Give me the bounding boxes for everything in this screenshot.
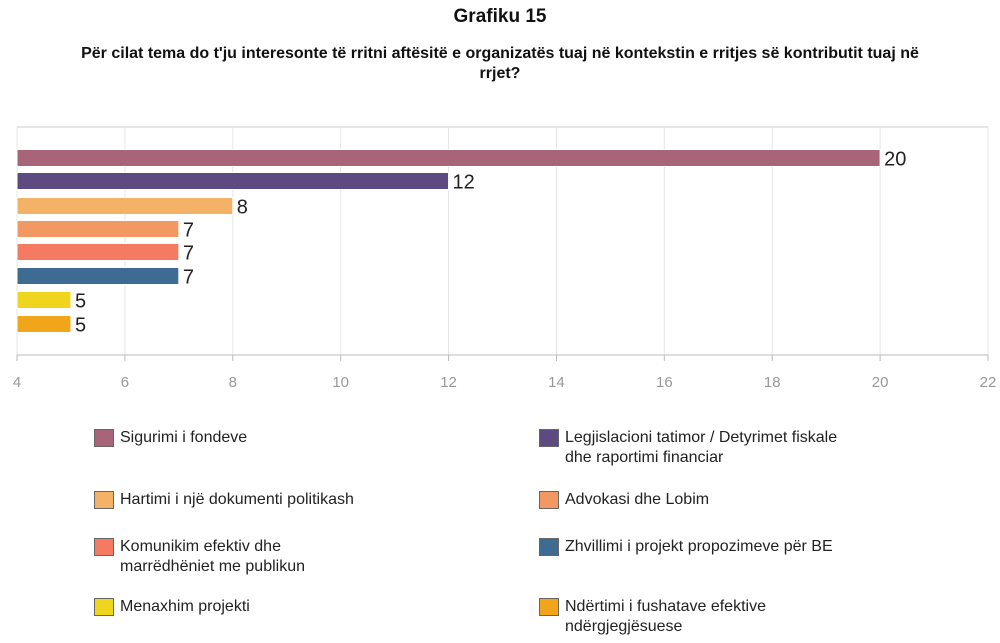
x-tick-label: 8: [229, 374, 237, 391]
value-label: 5: [75, 290, 86, 312]
legend-swatch: [539, 429, 559, 447]
value-label: 8: [237, 196, 248, 218]
x-tick-label: 18: [764, 374, 781, 391]
legend-item: Zhvillimi i projekt propozimeve për BE: [539, 537, 865, 557]
x-tick-label: 20: [872, 374, 889, 391]
legend-label: Ndërtimi i fushatave efektive ndërgjegjë…: [565, 598, 766, 635]
legend-label: Komunikim efektiv dhe marrëdhëniet me pu…: [120, 538, 305, 575]
legend-swatch: [539, 491, 559, 509]
legend-item: Advokasi dhe Lobim: [539, 490, 865, 510]
value-label: 7: [183, 219, 194, 241]
bar: [16, 220, 180, 238]
x-tick-label: 22: [980, 374, 997, 391]
bar: [16, 243, 180, 261]
legend-label: Hartimi i një dokumenti politikash: [120, 491, 354, 508]
value-label: 7: [183, 266, 194, 288]
bar: [16, 197, 234, 215]
value-label: 20: [884, 148, 906, 170]
legend-label: Zhvillimi i projekt propozimeve për BE: [565, 538, 833, 555]
legend-label: Advokasi dhe Lobim: [565, 491, 710, 508]
bar: [16, 172, 450, 190]
legend-item: Komunikim efektiv dhe marrëdhëniet me pu…: [94, 537, 370, 577]
legend-item: Legjislacioni tatimor / Detyrimet fiskal…: [539, 428, 865, 468]
chart-title: Grafiku 15: [453, 6, 547, 27]
legend-swatch: [94, 538, 114, 556]
chart-subtitle: Për cilat tema do t'ju interesonte të rr…: [81, 45, 919, 82]
legend-label: Sigurimi i fondeve: [120, 429, 248, 446]
legend-item: Menaxhim projekti: [94, 597, 370, 617]
x-tick-label: 12: [440, 374, 457, 391]
x-tick-label: 4: [13, 374, 21, 391]
x-tick-label: 16: [656, 374, 673, 391]
bar: [16, 267, 180, 285]
bar: [16, 149, 881, 167]
legend-item: Hartimi i një dokumenti politikash: [94, 490, 370, 510]
legend-label: Legjislacioni tatimor / Detyrimet fiskal…: [565, 429, 838, 466]
legend-swatch: [539, 598, 559, 616]
bar: [16, 315, 72, 333]
legend-item: Sigurimi i fondeve: [94, 428, 370, 448]
legend-swatch: [94, 598, 114, 616]
value-label: 5: [75, 314, 86, 336]
legend-item: Ndërtimi i fushatave efektive ndërgjegjë…: [539, 597, 865, 637]
value-label: 12: [453, 171, 475, 193]
legend-swatch: [94, 491, 114, 509]
x-tick-label: 10: [332, 374, 349, 391]
legend-swatch: [539, 538, 559, 556]
x-tick-label: 6: [121, 374, 129, 391]
legend-swatch: [94, 429, 114, 447]
x-tick-label: 14: [548, 374, 565, 391]
value-label: 7: [183, 242, 194, 264]
legend-label: Menaxhim projekti: [120, 598, 250, 615]
bar: [16, 291, 72, 309]
